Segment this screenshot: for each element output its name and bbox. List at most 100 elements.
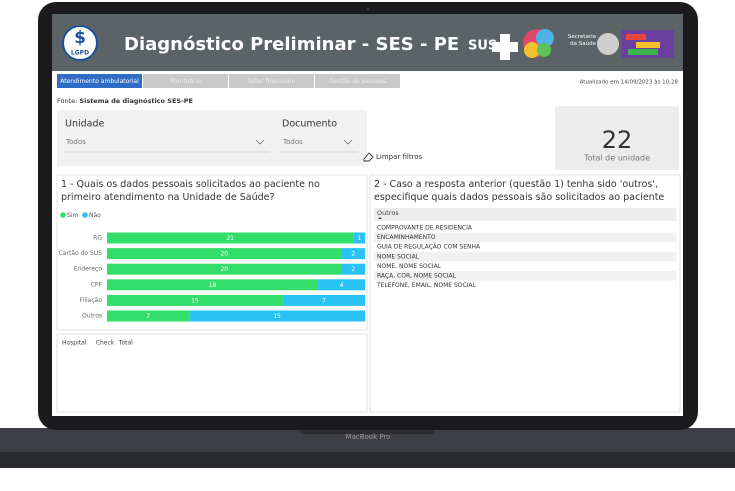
hospital-table-panel bbox=[56, 333, 368, 413]
kpi-label: Total de unidade bbox=[583, 154, 650, 163]
row-bg bbox=[374, 251, 676, 262]
logo-petals bbox=[524, 42, 540, 58]
table-cell: GUIA DE REGULAÇÃO COM SENHA bbox=[377, 244, 481, 251]
bar-value-label: 15 bbox=[273, 313, 281, 320]
category-label: Endereço bbox=[74, 266, 102, 273]
logo-petals bbox=[536, 29, 554, 47]
tab[interactable]: Gestão de pessoas bbox=[315, 74, 400, 88]
bar-segment bbox=[353, 232, 365, 244]
column-header: Total bbox=[118, 340, 133, 347]
bar-value-label: 21 bbox=[226, 235, 234, 242]
camera bbox=[366, 7, 370, 11]
stacked-bar-chart: Sim Não RG 21 1 Cartão do SUS 20 2 Endereço 20 2 CP… bbox=[59, 212, 365, 322]
device-label: MacBook Pro bbox=[346, 433, 391, 441]
bar-value-label: 4 bbox=[340, 282, 344, 289]
others-title-box: 2 - Caso a resposta anterior (questão 1)… bbox=[374, 179, 665, 203]
clear-filters-button[interactable]: Limpar filtros bbox=[363, 152, 423, 162]
table-cell: TELEFONE, EMAIL, NOME SOCIAL bbox=[376, 282, 477, 289]
tab[interactable]: Prontuário bbox=[143, 74, 228, 88]
bar-segment bbox=[341, 248, 365, 260]
pe-logo bbox=[636, 42, 660, 48]
bar-segment bbox=[107, 294, 283, 306]
bar-segment bbox=[107, 263, 342, 275]
pe-logo bbox=[626, 34, 646, 40]
tab-bar: Atendimento ambulatorial Prontuário Setor … bbox=[57, 74, 400, 88]
bar-value-label: 2 bbox=[351, 266, 355, 273]
table-cell: ENCAMINHAMENTO bbox=[377, 234, 436, 241]
filters: Unidade Todos Documento Todos bbox=[63, 119, 358, 153]
table-cell: NOME SOCIAL bbox=[377, 253, 420, 260]
hospital-table: Hospital Check Total bbox=[62, 340, 133, 347]
filter-panel bbox=[57, 110, 367, 166]
bar-segment bbox=[107, 279, 319, 291]
source-label: Fonte: bbox=[57, 97, 77, 105]
tab-bg bbox=[143, 74, 228, 88]
filter-value: Todos bbox=[282, 138, 303, 146]
lgpd-text: LGPD bbox=[71, 50, 89, 57]
tab[interactable]: Atendimento ambulatorial bbox=[57, 74, 142, 88]
secretaria-box: Secretaria da Saúde bbox=[567, 34, 596, 47]
category-label: CPF bbox=[91, 281, 103, 288]
tab[interactable]: Setor financeiro bbox=[229, 74, 314, 88]
tab-label: Atendimento ambulatorial bbox=[60, 78, 139, 85]
category-label: Filiação bbox=[80, 297, 103, 304]
kpi-card bbox=[555, 106, 679, 170]
bar-value-label: 15 bbox=[191, 297, 199, 304]
filter-dropdown[interactable]: Unidade Todos bbox=[63, 119, 270, 153]
bar-value-label: 20 bbox=[220, 266, 228, 273]
pe-logo bbox=[628, 49, 658, 55]
lgpd-mark: $ bbox=[74, 28, 86, 48]
sus-logo: SUS bbox=[468, 39, 497, 54]
tab-label: Prontuário bbox=[170, 78, 201, 85]
bar-segment bbox=[341, 263, 365, 275]
sort-arrow bbox=[378, 217, 382, 219]
eraser-icon bbox=[363, 152, 374, 162]
bar-value-label: 7 bbox=[146, 313, 150, 320]
source-text: Sistema de diagnóstico SES-PE bbox=[79, 97, 193, 105]
legend-marker bbox=[60, 212, 66, 218]
tab-bg bbox=[229, 74, 314, 88]
chart-title-box: 1 - Quais os dados pessoais solicitados … bbox=[61, 179, 320, 203]
row-bg bbox=[374, 271, 676, 281]
bar-segment bbox=[189, 310, 365, 322]
source: Fonte: Sistema de diagnóstico SES-PE bbox=[57, 97, 193, 105]
others-title: 2 - Caso a resposta anterior (questão 1)… bbox=[374, 179, 665, 203]
column-header: Outros bbox=[377, 209, 399, 217]
column-header: Hospital bbox=[62, 340, 87, 347]
table-cell: COMPROVANTE DE RESIDENCIA bbox=[377, 225, 473, 232]
legend-label: Sim bbox=[67, 212, 78, 219]
table-cell: NOME, NOME SOCIAL bbox=[377, 263, 442, 270]
chart-title: 1 - Quais os dados pessoais solicitados … bbox=[61, 179, 320, 203]
category-label: RG bbox=[93, 235, 102, 242]
updated-at: Atualizado em 14/09/2023 às 10:28 bbox=[580, 79, 679, 86]
bar-value-label: 18 bbox=[209, 282, 217, 289]
tab-label: Gestão de pessoas bbox=[329, 78, 386, 85]
filter-dropdown[interactable]: Documento Todos bbox=[280, 119, 358, 153]
filter-label: Unidade bbox=[65, 119, 104, 130]
kpi-value: 22 bbox=[602, 126, 633, 154]
chevron bbox=[255, 139, 265, 145]
bar-value-label: 1 bbox=[357, 235, 361, 242]
bar-segment bbox=[107, 232, 354, 244]
dashboard-title: Diagnóstico Preliminar - SES - PE bbox=[124, 34, 459, 55]
chevron bbox=[343, 139, 353, 145]
secretaria-text: Secretaria da Saúde bbox=[567, 34, 596, 47]
header-bg bbox=[374, 208, 676, 221]
category-label: Cartão do SUS bbox=[59, 250, 103, 257]
table-cell: RAÇA, COR, NOME SOCIAL bbox=[377, 273, 457, 280]
category-label: Outros bbox=[82, 313, 102, 320]
logo-petals bbox=[537, 43, 551, 57]
tab-bg bbox=[57, 74, 142, 88]
filter-value: Todos bbox=[65, 138, 86, 146]
others-table: Outros COMPROVANTE DE RESIDENCIA ENCAMINHA… bbox=[374, 208, 676, 289]
bar-segment bbox=[318, 279, 365, 291]
bar-segment bbox=[107, 248, 342, 260]
bar-value-label: 2 bbox=[351, 251, 355, 258]
bar-value-label: 20 bbox=[220, 251, 228, 258]
bar-value-label: 7 bbox=[322, 297, 326, 304]
laptop-base-front bbox=[0, 452, 735, 468]
legend-marker bbox=[82, 212, 88, 218]
seal-logo bbox=[597, 33, 619, 55]
